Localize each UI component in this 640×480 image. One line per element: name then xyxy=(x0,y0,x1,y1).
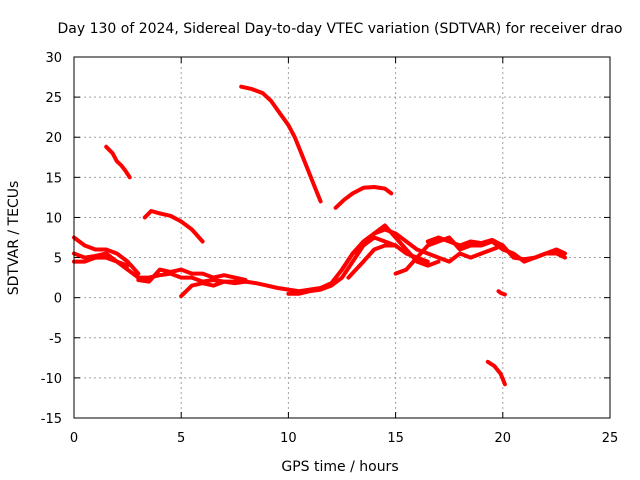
y-tick-label: -5 xyxy=(49,332,62,347)
y-axis-label: SDTVAR / TECUs xyxy=(6,181,22,296)
x-tick-label: 10 xyxy=(280,431,297,446)
grid xyxy=(74,57,610,418)
y-tick-label: 20 xyxy=(45,131,62,146)
series-line-seg-16 xyxy=(496,289,507,297)
y-tick-label: 25 xyxy=(45,91,62,106)
series-line-seg-06 xyxy=(286,227,419,296)
series-line-seg-15 xyxy=(333,185,394,210)
series-line-seg-12 xyxy=(104,144,132,180)
series-line-seg-03 xyxy=(72,255,130,268)
series-line-seg-13 xyxy=(142,209,205,244)
y-tick-label: -10 xyxy=(41,372,62,387)
x-tick-label: 25 xyxy=(602,431,619,446)
y-tick-label: 5 xyxy=(54,252,62,267)
x-axis-label: GPS time / hours xyxy=(281,459,398,475)
series-line-seg-10 xyxy=(415,243,567,264)
y-tick-label: -15 xyxy=(41,412,62,427)
x-tick-label: 0 xyxy=(70,431,78,446)
chart-title: Day 130 of 2024, Sidereal Day-to-day VTE… xyxy=(57,21,622,37)
x-tick-label: 15 xyxy=(387,431,404,446)
series-line-seg-14 xyxy=(239,84,323,204)
axis-ticks: 0 5 10 15 20 25 -15 -10 -5 0 5 10 15 20 25 30 xyxy=(41,51,619,446)
plot-frame xyxy=(73,56,611,419)
series-line-seg-05 xyxy=(179,279,248,299)
y-tick-label: 30 xyxy=(45,51,62,66)
y-tick-label: 10 xyxy=(45,211,62,226)
series-line-seg-07 xyxy=(340,223,441,272)
x-tick-label: 20 xyxy=(495,431,512,446)
data-series xyxy=(72,84,567,387)
series-line-seg-17 xyxy=(485,359,507,387)
series-line-seg-04 xyxy=(136,267,248,284)
series-line-seg-02 xyxy=(72,235,141,276)
y-tick-label: 15 xyxy=(45,171,62,186)
y-tick-label: 0 xyxy=(54,292,62,307)
series-line-seg-11 xyxy=(425,235,505,248)
x-tick-label: 5 xyxy=(177,431,185,446)
